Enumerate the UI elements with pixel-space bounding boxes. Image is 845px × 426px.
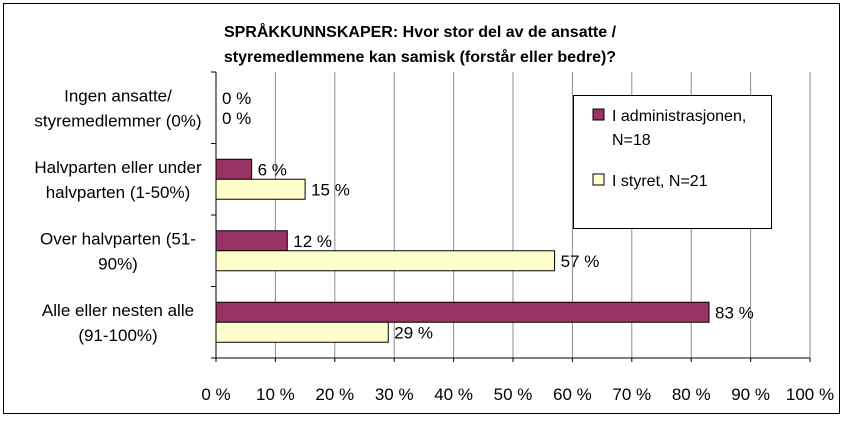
legend-box: [573, 95, 772, 229]
x-tick-label: 0 %: [201, 385, 230, 404]
legend-swatch: [592, 173, 605, 186]
bar: [215, 301, 710, 323]
x-tick-label: 50 %: [494, 385, 533, 404]
data-label: 0 %: [222, 109, 251, 128]
x-tick-label: 20 %: [315, 385, 354, 404]
data-label: 57 %: [561, 252, 600, 271]
legend-label: I styret, N=21: [612, 173, 708, 190]
legend-label: N=18: [612, 132, 651, 149]
data-label: 83 %: [715, 303, 754, 322]
chart-title-line: styremedlemmene kan samisk (forstår elle…: [224, 48, 616, 66]
category-label: (91-100%): [78, 326, 157, 345]
category-label: styremedlemmer (0%): [34, 111, 201, 130]
category-label: Ingen ansatte/: [64, 86, 172, 105]
category-label: halvparten (1-50%): [46, 183, 191, 202]
x-tick-label: 10 %: [256, 385, 295, 404]
legend-swatch: [592, 108, 605, 121]
x-tick-label: 80 %: [672, 385, 711, 404]
data-label: 15 %: [311, 180, 350, 199]
x-tick-label: 60 %: [553, 385, 592, 404]
bar: [215, 158, 253, 180]
chart-title-line: SPRÅKKUNNSKAPER: Hvor stor del av de ans…: [224, 22, 617, 41]
category-label: Halvparten eller under: [34, 158, 202, 177]
legend-label: I administrasjonen,: [612, 108, 746, 125]
bar: [215, 321, 389, 343]
bar: [215, 230, 288, 252]
bar: [215, 250, 556, 272]
data-label: 0 %: [222, 89, 251, 108]
x-tick-label: 70 %: [612, 385, 651, 404]
x-tick-label: 30 %: [375, 385, 414, 404]
data-label: 6 %: [258, 160, 287, 179]
category-label: 90%): [98, 254, 138, 273]
x-tick-label: 90 %: [731, 385, 770, 404]
data-label: 12 %: [293, 232, 332, 251]
category-label: Over halvparten (51-: [40, 229, 196, 248]
x-tick-label: 40 %: [434, 385, 473, 404]
data-label: 29 %: [394, 323, 433, 342]
x-tick-label: 100 %: [786, 385, 834, 404]
category-label: Alle eller nesten alle: [42, 301, 194, 320]
bar: [215, 178, 306, 200]
